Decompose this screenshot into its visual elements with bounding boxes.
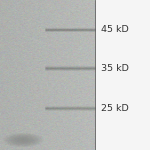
Text: 25 kD: 25 kD [101,104,129,113]
Bar [95,0,150,150]
Text: 45 kD: 45 kD [101,26,129,34]
Text: 35 kD: 35 kD [101,64,129,73]
